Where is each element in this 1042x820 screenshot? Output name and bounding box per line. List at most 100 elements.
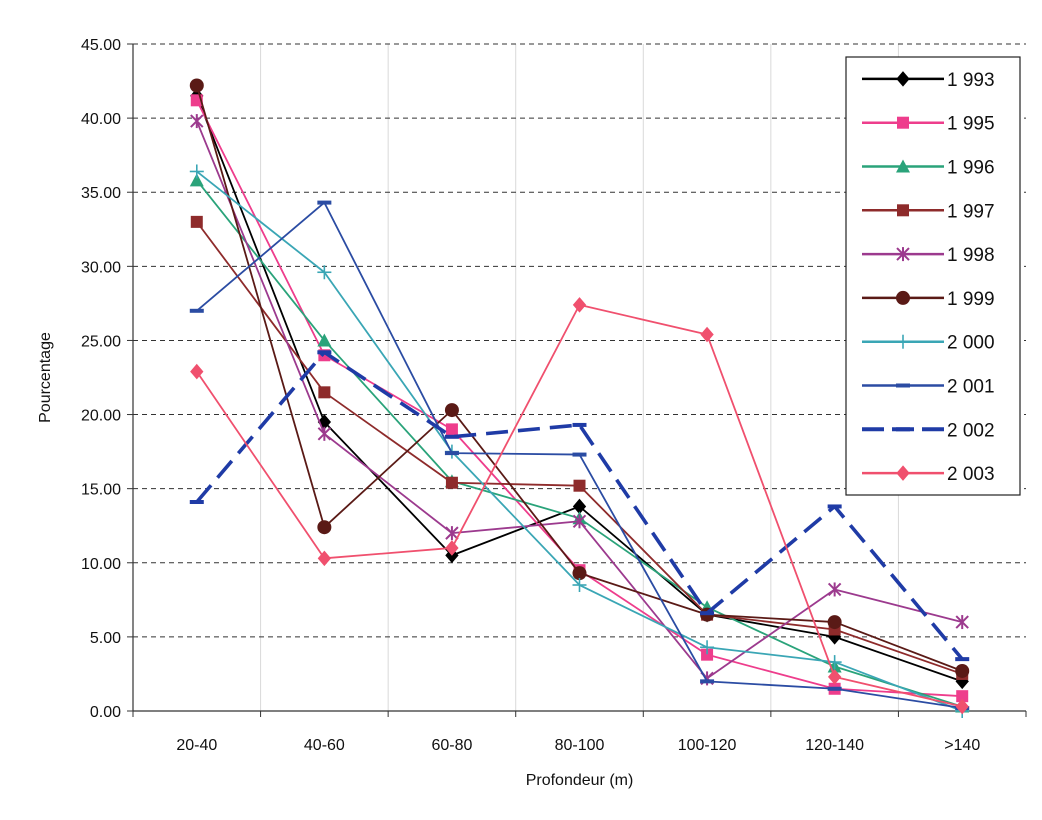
y-tick-label: 0.00 <box>90 704 121 721</box>
data-point <box>955 615 969 630</box>
legend-item: 1 998 <box>862 245 995 266</box>
x-tick-label: 100-120 <box>678 737 737 754</box>
data-point <box>955 663 970 678</box>
series-1999 <box>189 78 970 678</box>
series-2002 <box>189 350 970 662</box>
data-point <box>827 669 842 685</box>
data-point <box>445 423 458 436</box>
data-point <box>700 326 714 343</box>
data-point <box>700 611 715 616</box>
data-point <box>445 526 459 541</box>
data-point <box>189 78 204 93</box>
data-point <box>701 648 714 661</box>
x-tick-label: 40-60 <box>304 737 345 754</box>
legend-label: 1 993 <box>947 70 995 91</box>
data-point <box>444 403 459 418</box>
legend-label: 2 000 <box>947 333 995 354</box>
data-point <box>572 514 587 529</box>
legend-item: 1 993 <box>862 70 995 91</box>
y-tick-label: 35.00 <box>81 185 121 202</box>
gridlines <box>133 43 1026 711</box>
data-point <box>956 690 969 703</box>
x-tick-label: 80-100 <box>555 737 605 754</box>
legend: 1 993 1 995 1 996 1 997 1 998 1 999 2 000 2 001… <box>845 56 1021 496</box>
data-point <box>827 582 842 597</box>
data-point <box>445 540 459 556</box>
y-tick-label: 5.00 <box>90 630 121 647</box>
data-point <box>572 297 587 313</box>
legend-box <box>845 56 1021 496</box>
x-tick-label: 20-40 <box>176 737 217 754</box>
legend-item: 2 002 <box>862 420 995 441</box>
series-2003 <box>190 297 969 715</box>
data-point <box>189 500 204 505</box>
series-2001 <box>189 200 970 711</box>
x-tick-label: 60-80 <box>431 737 472 754</box>
y-tick-label: 45.00 <box>81 37 121 54</box>
x-tick-label: >140 <box>944 737 980 754</box>
series-lines <box>189 78 970 718</box>
data-point <box>317 520 332 535</box>
y-tick-label: 25.00 <box>81 333 121 350</box>
legend-marker <box>896 383 910 388</box>
y-tick-label: 10.00 <box>81 556 121 573</box>
data-point <box>189 173 204 187</box>
legend-marker <box>896 159 910 173</box>
legend-label: 1 998 <box>947 245 995 266</box>
data-point <box>444 434 459 439</box>
data-point <box>827 686 842 691</box>
legend-marker <box>896 465 910 481</box>
data-point <box>190 363 204 380</box>
legend-label: 1 997 <box>947 201 995 222</box>
legend-marker <box>897 204 909 217</box>
data-point <box>445 476 458 489</box>
data-point <box>317 550 332 567</box>
legend-item: 2 000 <box>862 333 995 354</box>
legend-marker <box>897 116 909 129</box>
data-point <box>189 164 204 179</box>
legend-item: 2 001 <box>862 377 995 398</box>
legend-marker <box>896 334 910 349</box>
data-point <box>190 114 204 129</box>
legend-marker <box>896 427 910 432</box>
data-point <box>189 308 204 313</box>
y-tick-label: 15.00 <box>81 482 121 499</box>
data-point <box>190 215 203 228</box>
y-tick-labels: 0.00 5.00 10.00 15.00 20.00 25.00 30.00 35.00 40… <box>81 37 121 721</box>
data-point <box>318 386 331 399</box>
legend-label: 2 002 <box>947 420 995 441</box>
legend-label: 2 001 <box>947 377 995 398</box>
legend-marker <box>896 247 910 262</box>
x-axis-title: Profondeur (m) <box>526 772 634 789</box>
legend-label: 1 999 <box>947 289 995 310</box>
data-point <box>317 350 332 355</box>
legend-item: 1 997 <box>862 201 995 222</box>
data-point <box>827 615 842 630</box>
data-point <box>317 333 332 347</box>
legend-item: 1 996 <box>862 158 995 179</box>
y-axis-title: Pourcentage <box>37 332 54 423</box>
data-point <box>317 200 332 205</box>
data-point <box>572 452 587 457</box>
series-1998 <box>190 114 969 686</box>
legend-label: 1 996 <box>947 158 995 179</box>
data-point <box>700 679 715 684</box>
legend-item: 1 995 <box>862 114 995 135</box>
y-tick-label: 20.00 <box>81 408 121 425</box>
legend-label: 1 995 <box>947 114 995 135</box>
data-point <box>955 698 969 715</box>
legend-item: 2 003 <box>862 464 995 485</box>
data-point <box>317 426 332 441</box>
data-point <box>700 640 715 655</box>
legend-item: 1 999 <box>862 289 995 310</box>
legend-label: 2 003 <box>947 464 995 485</box>
data-point <box>573 479 586 492</box>
data-point <box>317 265 332 280</box>
x-tick-labels: 20-40 40-60 60-80 80-100 100-120 120-140 >140 <box>176 737 980 754</box>
data-point <box>444 451 459 456</box>
axes <box>127 43 1027 717</box>
legend-marker <box>896 71 910 87</box>
data-point <box>572 422 587 427</box>
data-point <box>572 578 587 593</box>
